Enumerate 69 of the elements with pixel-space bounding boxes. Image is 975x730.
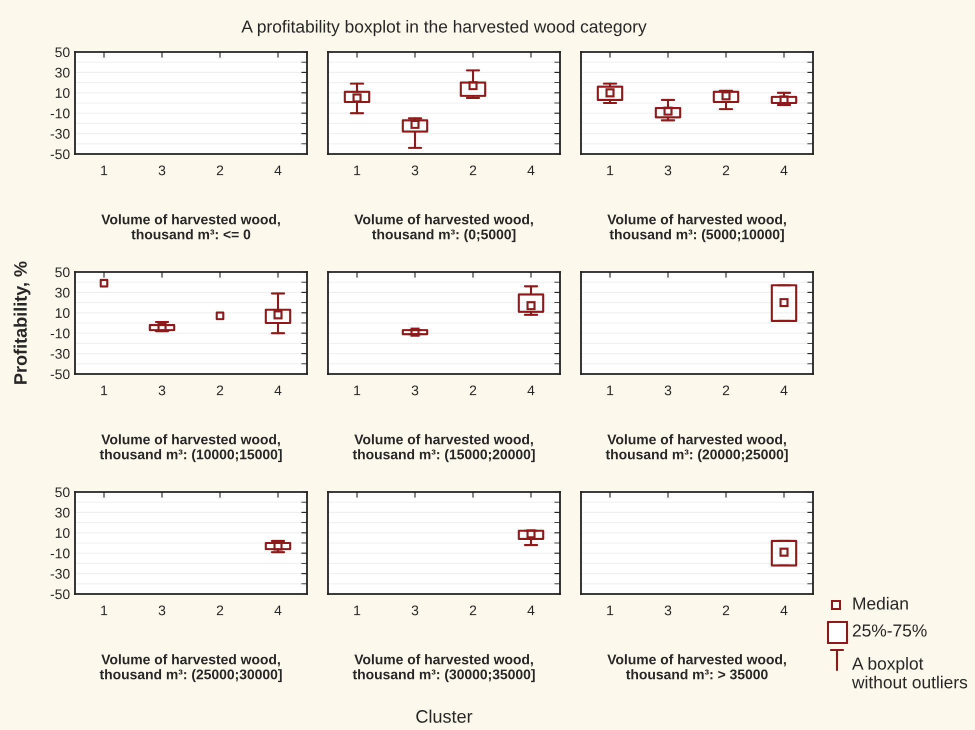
y-tick-label: -30 (50, 348, 70, 359)
x-tick-label: 2 (216, 385, 224, 396)
x-axis-title: Volume of harvested wood, thousand m³: (10000;15000] (100, 434, 282, 462)
x-tick-label: 3 (664, 165, 672, 176)
y-tick-label: -10 (50, 328, 70, 338)
y-tick-label: -50 (50, 589, 70, 600)
y-tick-label: 30 (55, 508, 70, 518)
text: A boxplot without outliers (852, 657, 968, 688)
y-tick-label: -10 (50, 108, 70, 118)
y-axis-title: Profitability, % (14, 261, 30, 384)
x-tick-label: 3 (158, 165, 166, 176)
x-tick-label: 1 (354, 166, 360, 176)
x-tick-label: 4 (527, 386, 534, 396)
x-tick-label: 4 (780, 386, 788, 396)
x-tick-label: 3 (158, 605, 166, 616)
x-tick-label: 2 (722, 385, 730, 396)
x-tick-label: 1 (101, 386, 108, 396)
x-tick-label: 1 (101, 606, 108, 616)
x-tick-label: 4 (274, 606, 282, 616)
y-tick-label: 10 (56, 528, 70, 538)
x-tick-label: 2 (216, 165, 224, 176)
y-tick-label: 50 (55, 47, 70, 58)
x-tick-label: 3 (412, 165, 418, 176)
x-axis-title: Volume of harvested wood, thousand m³: <= 0 (101, 214, 280, 240)
x-tick-label: 3 (412, 605, 418, 616)
x-tick-label: 4 (527, 166, 534, 176)
y-tick-label: 50 (55, 267, 70, 278)
x-tick-label: 1 (607, 386, 614, 396)
y-tick-label: 30 (55, 68, 70, 78)
text: 25%-75% (852, 624, 927, 637)
text: Median (853, 596, 908, 610)
y-tick-label: -50 (50, 369, 70, 380)
x-tick-label: 1 (354, 606, 360, 616)
y-tick-label: -30 (50, 128, 70, 139)
y-tick-label: -30 (50, 568, 70, 579)
y-tick-label: 10 (56, 88, 70, 98)
x-tick-label: 2 (722, 605, 730, 616)
x-axis-title: Volume of harvested wood, thousand m³: > 35000 (607, 654, 786, 680)
x-tick-label: 1 (607, 606, 614, 616)
x-tick-label: 3 (664, 605, 672, 616)
y-tick-label: -50 (50, 149, 70, 160)
x-axis-title: Volume of harvested wood, thousand m³: (5000;10000] (607, 214, 786, 242)
x-axis-title: Volume of harvested wood, thousand m³: (20000;25000] (606, 434, 788, 462)
chart-title: A profitability boxplot in the harvested wood category (241, 20, 647, 36)
y-tick-label: 50 (55, 487, 70, 498)
y-tick-label: -10 (50, 548, 70, 558)
x-axis-title: Volume of harvested wood, thousand m³: (15000;20000] (352, 434, 535, 462)
x-tick-label: 3 (412, 385, 418, 396)
y-tick-label: 30 (55, 288, 70, 298)
x-tick-label: 4 (274, 166, 282, 176)
x-tick-label: 2 (470, 385, 476, 396)
x-tick-label: 2 (722, 165, 730, 176)
x-tick-label: 4 (274, 386, 282, 396)
x-tick-label: 2 (216, 605, 224, 616)
x-axis-title: Volume of harvested wood, thousand m³: (0;5000] (354, 214, 533, 242)
x-axis-title: Volume of harvested wood, thousand m³: (25000;30000] (100, 654, 282, 682)
x-tick-label: 1 (607, 166, 614, 176)
x-tick-label: 2 (470, 165, 476, 176)
y-tick-label: 10 (56, 308, 70, 318)
x-tick-label: 1 (354, 386, 360, 396)
x-tick-label: 4 (780, 166, 788, 176)
x-tick-label: 4 (780, 606, 788, 616)
x-tick-label: 3 (158, 385, 166, 396)
text: Cluster (416, 710, 472, 723)
x-tick-label: 3 (664, 385, 672, 396)
x-tick-label: 2 (470, 605, 476, 616)
x-tick-label: 4 (527, 606, 534, 616)
x-tick-label: 1 (101, 166, 108, 176)
x-axis-title: Volume of harvested wood, thousand m³: (30000;35000] (352, 654, 535, 682)
